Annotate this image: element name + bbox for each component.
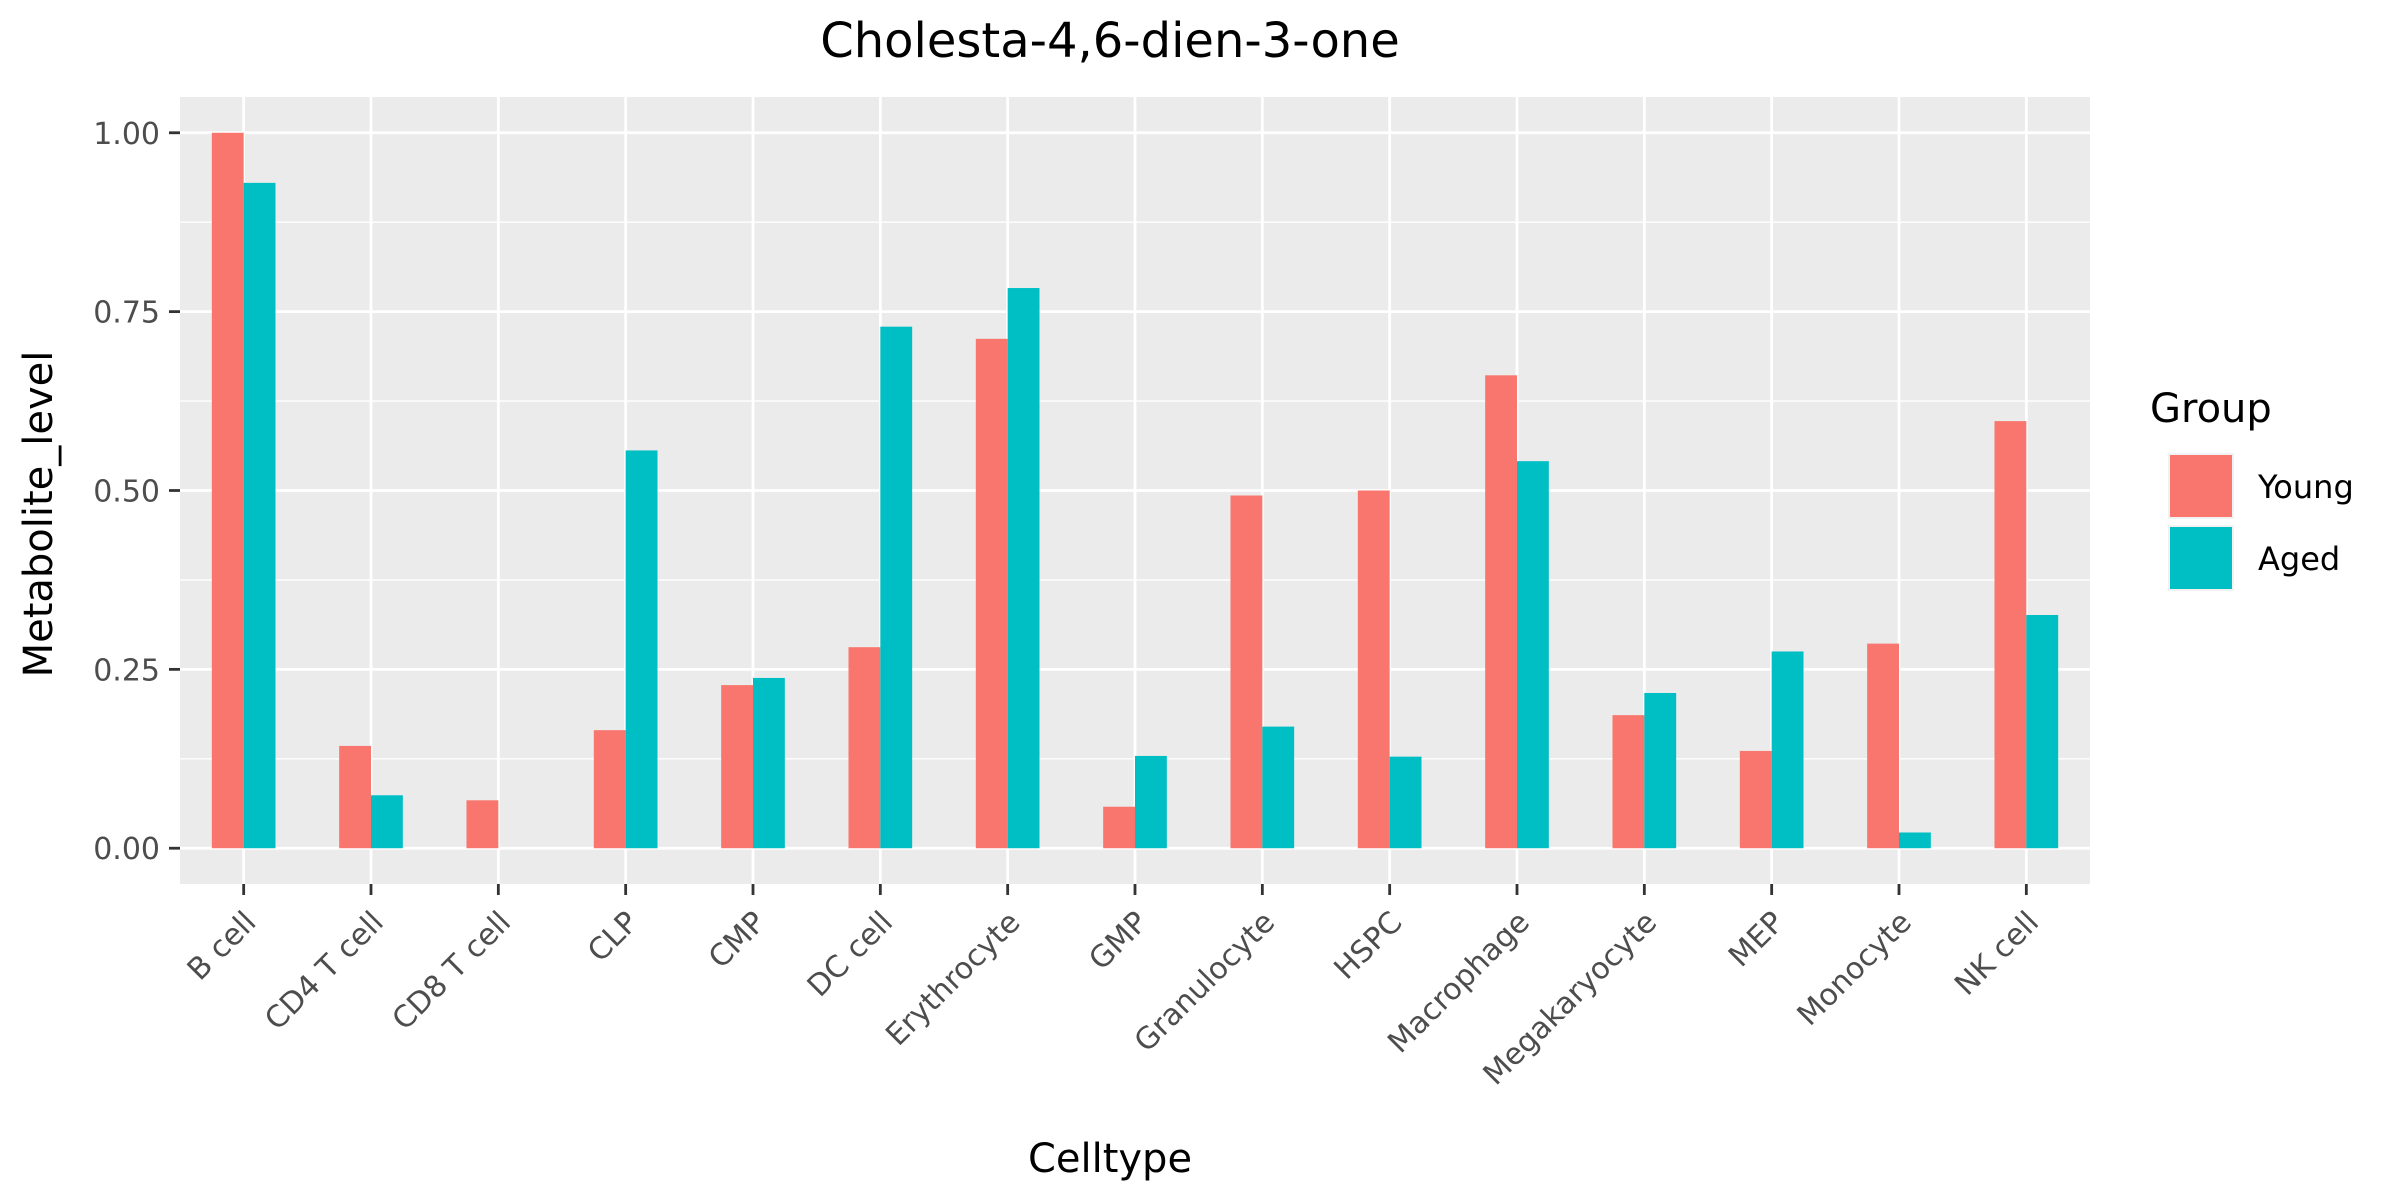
legend: Group Young Aged [2150, 386, 2354, 591]
y-axis-title: Metabolite_level [16, 351, 62, 678]
bar-aged-megakaryocyte [1644, 692, 1677, 849]
bar-young-cd4-t-cell [339, 745, 371, 849]
x-axis-title: Celltype [1028, 1136, 1192, 1182]
bar-aged-granulocyte [1262, 726, 1295, 849]
bar-aged-erythrocyte [1007, 288, 1040, 849]
bar-aged-mep [1771, 651, 1804, 849]
y-tick-label: 0.75 [93, 296, 160, 331]
bar-aged-nk-cell [2026, 614, 2059, 849]
y-tick-label: 0.50 [93, 475, 160, 510]
bar-young-mep [1739, 750, 1772, 849]
y-tick-label: 0.00 [93, 832, 160, 867]
y-tick-label: 0.25 [93, 653, 160, 688]
x-tick-label: CD8 T cell [386, 905, 518, 1037]
bar-aged-cmp [753, 677, 785, 849]
bar-young-dc-cell [848, 647, 881, 849]
bar-young-b-cell [211, 132, 244, 849]
bar-aged-hspc [1389, 756, 1422, 849]
legend-label-aged: Aged [2258, 540, 2340, 578]
bar-aged-monocyte [1899, 832, 1931, 849]
chart-title: Cholesta-4,6-dien-3-one [820, 13, 1400, 69]
bar-young-macrophage [1485, 375, 1517, 849]
y-tick-label: 1.00 [93, 117, 160, 152]
bar-young-cd8-t-cell [466, 800, 499, 849]
bar-young-megakaryocyte [1612, 715, 1645, 849]
bar-young-clp [593, 730, 626, 849]
x-tick-label: DC cell [801, 905, 900, 1004]
x-tick-label: CMP [702, 905, 773, 976]
legend-swatch-young [2170, 455, 2232, 517]
x-tick-label: MEP [1722, 905, 1791, 974]
bar-young-erythrocyte [975, 338, 1008, 849]
bar-young-monocyte [1867, 643, 1899, 849]
x-tick-label: CLP [581, 905, 645, 969]
bar-young-gmp [1103, 806, 1135, 849]
bar-aged-clp [625, 450, 658, 849]
bar-aged-gmp [1135, 755, 1167, 849]
bar-aged-dc-cell [880, 326, 913, 849]
bar-young-granulocyte [1230, 495, 1263, 849]
x-tick-label: HSPC [1328, 905, 1410, 987]
bar-young-cmp [721, 685, 753, 849]
x-tick-label: CD4 T cell [258, 905, 390, 1037]
x-tick-label: Erythrocyte [879, 905, 1027, 1053]
bar-aged-macrophage [1517, 461, 1549, 849]
x-tick-label: GMP [1082, 905, 1154, 977]
bar-aged-cd4-t-cell [371, 795, 403, 849]
legend-label-young: Young [2257, 468, 2354, 506]
legend-swatch-aged [2170, 527, 2232, 589]
x-tick-label: B cell [181, 905, 264, 988]
bar-young-hspc [1357, 490, 1390, 849]
y-axis: 0.00 0.25 0.50 0.75 1.00 [93, 117, 180, 867]
x-tick-label: Monocyte [1791, 905, 1919, 1033]
legend-title: Group [2150, 386, 2272, 432]
x-tick-label: NK cell [1948, 905, 2046, 1003]
bar-young-nk-cell [1994, 421, 2027, 849]
bar-aged-b-cell [243, 182, 276, 849]
bars [211, 132, 2059, 849]
